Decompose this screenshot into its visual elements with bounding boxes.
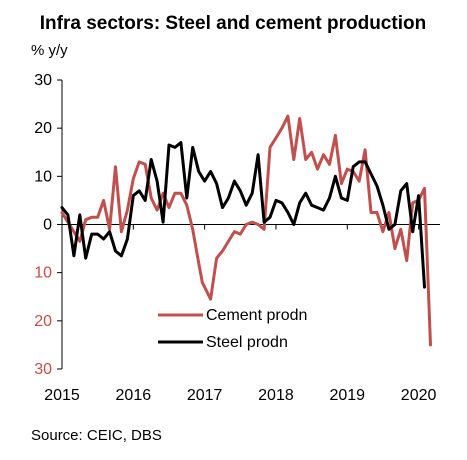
y-tick-label: 30 [34, 72, 52, 89]
legend-label-cement: Cement prodn [206, 307, 307, 324]
x-tick-label: 2017 [187, 387, 223, 404]
y-axis: 30 20 10 0 10 20 30 [34, 72, 63, 378]
cement-series-line [60, 114, 432, 347]
y-tick-label: 10 [34, 265, 52, 282]
x-tick-label: 2016 [116, 387, 152, 404]
steel-series-line [60, 141, 426, 289]
source-note: Source: CEIC, DBS [31, 427, 162, 444]
y-tick-label: 0 [43, 217, 52, 234]
y-tick-label: 30 [34, 361, 52, 378]
x-axis: 2015 2016 2017 2018 2019 2020 [44, 224, 440, 404]
legend-label-steel: Steel prodn [206, 334, 288, 351]
y-tick-label: 20 [34, 120, 52, 137]
legend: Cement prodn Steel prodn [158, 307, 307, 351]
x-tick-label: 2015 [44, 387, 80, 404]
y-unit-label: % y/y [31, 42, 68, 59]
x-tick-label: 2020 [401, 387, 437, 404]
y-tick-label: 10 [34, 168, 52, 185]
series-group [60, 114, 432, 347]
chart-title: Infra sectors: Steel and cement producti… [40, 13, 426, 34]
y-tick-label: 20 [34, 313, 52, 330]
x-tick-label: 2019 [329, 387, 365, 404]
x-tick-label: 2018 [258, 387, 294, 404]
